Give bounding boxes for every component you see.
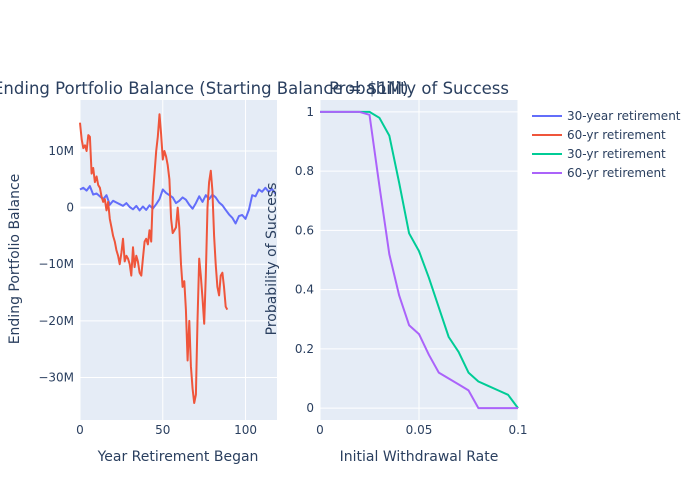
- balance-x-tick-labels: 0 50 100: [76, 423, 257, 437]
- balance-series-line-1[interactable]: [79, 185, 277, 225]
- success-y-tick-label: 0.2: [295, 342, 314, 356]
- success-x-tick-label: 0.05: [406, 423, 433, 437]
- success-subplot: 0 0.2 0.4 0.6 0.8 1 0 0.05 0.1 Probability of S…: [264, 79, 528, 465]
- success-y-axis-label: Probability of Success: [264, 183, 280, 336]
- balance-x-tick-label: 0: [76, 423, 84, 437]
- balance-x-axis-label: Year Retirement Began: [97, 449, 259, 465]
- legend-label: 60-yr retirement: [567, 128, 666, 142]
- legend[interactable]: 30-year retirement 60-yr retirement 30-yr …: [532, 109, 681, 180]
- balance-x-tick-label: 50: [155, 423, 170, 437]
- success-series-line-2[interactable]: [320, 110, 518, 410]
- success-x-axis-label: Initial Withdrawal Rate: [340, 449, 499, 465]
- balance-series-line-2[interactable]: [79, 113, 229, 404]
- legend-item[interactable]: 60-yr retirement: [532, 128, 666, 142]
- balance-y-axis-label: Ending Portfolio Balance: [7, 174, 23, 345]
- legend-item[interactable]: 30-year retirement: [532, 109, 681, 123]
- balance-y-tick-label: 0: [66, 201, 74, 215]
- success-x-tick-label: 0: [316, 423, 324, 437]
- success-series-lines: [320, 110, 519, 410]
- success-y-tick-label: 1: [306, 105, 314, 119]
- balance-plot-area: [80, 100, 277, 420]
- legend-label: 60-yr retirement: [567, 166, 666, 180]
- success-y-tick-label: 0.6: [295, 223, 314, 237]
- balance-gridlines: [79, 100, 277, 420]
- balance-series-lines: [79, 113, 277, 404]
- success-y-tick-label: 0.4: [295, 283, 314, 297]
- success-series-line-1[interactable]: [320, 110, 519, 409]
- balance-x-tick-label: 100: [234, 423, 257, 437]
- legend-item[interactable]: 30-yr retirement: [532, 147, 666, 161]
- balance-y-tick-label: −20M: [38, 314, 74, 328]
- balance-y-tick-label: −10M: [38, 257, 74, 271]
- legend-label: 30-yr retirement: [567, 147, 666, 161]
- success-gridlines: [319, 100, 519, 420]
- success-x-tick-label: 0.1: [508, 423, 527, 437]
- success-y-tick-labels: 0 0.2 0.4 0.6 0.8 1: [295, 105, 314, 415]
- success-chart-title: Probability of Success: [329, 79, 509, 98]
- legend-label: 30-year retirement: [567, 109, 681, 123]
- success-x-tick-labels: 0 0.05 0.1: [316, 423, 527, 437]
- balance-y-tick-label: −30M: [38, 371, 74, 385]
- balance-y-tick-labels: 10M 0 −10M −20M −30M: [38, 144, 74, 385]
- success-y-tick-label: 0.8: [295, 164, 314, 178]
- balance-chart-title: Ending Portfolio Balance (Starting Balan…: [0, 79, 409, 98]
- success-y-tick-label: 0: [306, 401, 314, 415]
- balance-y-tick-label: 10M: [48, 144, 74, 158]
- legend-item[interactable]: 60-yr retirement: [532, 166, 666, 180]
